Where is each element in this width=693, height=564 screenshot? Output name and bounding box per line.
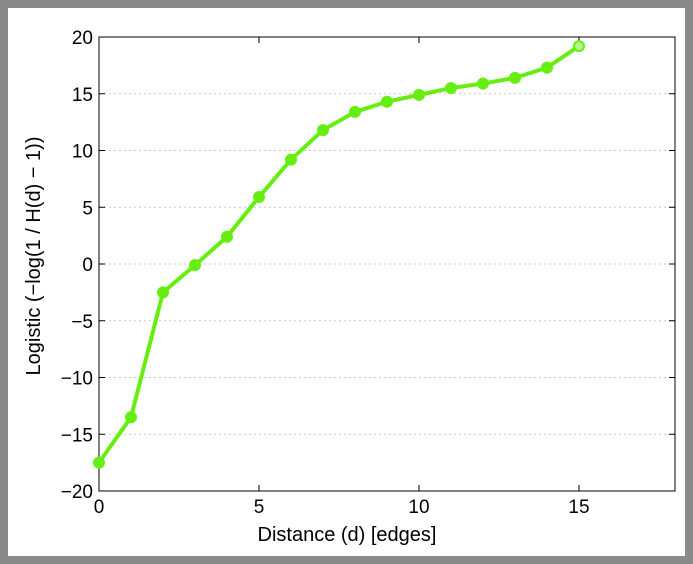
data-point (445, 82, 457, 95)
y-tick-label: −5 (71, 312, 93, 333)
y-axis-title: Logistic (−log(1 / H(d) − 1)) (23, 137, 45, 376)
data-point (349, 105, 361, 118)
grid-lines (99, 93, 675, 435)
data-point (573, 40, 585, 53)
y-tick-label: −10 (61, 369, 93, 390)
data-point (285, 153, 297, 166)
y-tick-label: −20 (61, 482, 93, 503)
data-point (541, 61, 553, 74)
data-point (317, 124, 329, 137)
data-point (157, 286, 169, 299)
y-tick-label: 15 (72, 85, 93, 106)
data-point (413, 88, 425, 101)
x-axis-title: Distance (d) [edges] (258, 524, 437, 546)
axis-ticks: −20 −15 −10 −5 0 5 10 15 20 0 5 10 15 (61, 28, 675, 518)
logistic-distance-chart: −20 −15 −10 −5 0 5 10 15 20 0 5 10 15 Distance (d) [… (23, 28, 676, 546)
data-point (381, 95, 393, 108)
y-tick-label: 20 (72, 28, 93, 49)
data-point (253, 191, 265, 204)
series-line (97, 44, 581, 464)
data-point (221, 230, 233, 243)
y-tick-label: −15 (61, 425, 93, 446)
series-layer (93, 40, 585, 469)
data-point (477, 77, 489, 90)
y-tick-label: 10 (72, 142, 93, 163)
x-tick-label: 15 (568, 497, 589, 518)
y-tick-label: 0 (82, 255, 93, 276)
x-tick-label: 5 (254, 497, 265, 518)
x-tick-label: 0 (94, 497, 105, 518)
data-point (189, 259, 201, 272)
x-tick-label: 10 (408, 497, 429, 518)
data-point (93, 456, 105, 469)
data-point (125, 411, 137, 424)
y-tick-label: 5 (82, 198, 93, 219)
data-point (509, 71, 521, 84)
